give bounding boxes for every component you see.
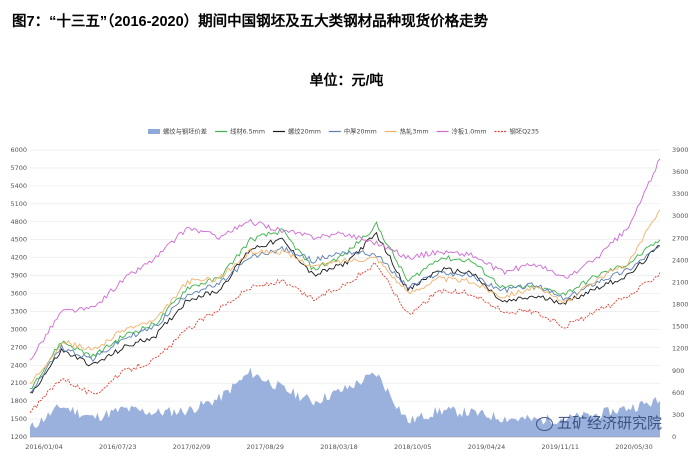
- series-line-2: [29, 231, 660, 394]
- watermark-text: 五矿经济研究院: [557, 415, 663, 432]
- right-tick-label-5: 1500: [672, 323, 689, 331]
- unit-label: 单位：元/吨: [309, 72, 384, 88]
- series-line-6: [29, 261, 661, 413]
- right-tick-label-2: 600: [672, 389, 684, 397]
- left-tick-label-12: 4800: [10, 218, 27, 226]
- gridlines: [30, 149, 660, 438]
- right-tick-label-9: 2700: [672, 234, 689, 242]
- left-tick-label-6: 3000: [10, 325, 27, 333]
- right-tick-label-7: 2100: [672, 278, 689, 286]
- legend-item-1: 线材6.5mm: [215, 127, 265, 136]
- left-axis: 1200 1500 1800 2100 2400 2700 3000 3300 3600 3900…: [10, 146, 27, 441]
- chart-title: 图7：“十三五”（2016-2020）期间中国钢坯及五大类钢材品种现货价格走势: [12, 14, 489, 30]
- legend-label-4: 热轧3mm: [400, 127, 429, 136]
- left-tick-label-3: 2100: [10, 379, 27, 387]
- legend: 螺纹与钢坯价差 线材6.5mm 螺纹20mm 中厚20mm 热轧3mm 冷板1.0mm 钢坯…: [148, 127, 539, 136]
- x-tick-label-6: 2019/04/24: [468, 443, 505, 451]
- series-line-3: [29, 245, 661, 394]
- right-axis: 0 300 600 900 1200 1500 1800 2100 2400 2700 3000 33…: [672, 146, 689, 441]
- left-tick-label-5: 2700: [10, 343, 27, 351]
- series-lines-layer: [29, 158, 661, 413]
- right-tick-label-13: 3900: [672, 146, 689, 154]
- legend-item-2: 螺纹20mm: [272, 127, 321, 136]
- left-tick-label-4: 2400: [10, 361, 27, 369]
- x-tick-label-5: 2018/10/05: [394, 443, 431, 451]
- legend-label-0: 螺纹与钢坯价差: [163, 127, 207, 136]
- series-line-4: [29, 209, 661, 385]
- left-tick-label-9: 3900: [10, 272, 27, 280]
- left-tick-label-15: 5700: [10, 164, 27, 172]
- x-tick-label-1: 2016/07/23: [99, 443, 136, 451]
- left-tick-label-11: 4500: [10, 236, 27, 244]
- watermark: 五矿经济研究院: [536, 412, 662, 433]
- legend-item-4: 热轧3mm: [384, 127, 429, 136]
- legend-item-5: 冷板1.0mm: [436, 127, 487, 136]
- wechat-icon: [536, 417, 553, 432]
- series-line-1: [29, 221, 661, 390]
- x-tick-label-3: 2017/08/29: [247, 443, 284, 451]
- left-tick-label-13: 5100: [10, 200, 27, 208]
- x-tick-label-7: 2019/11/11: [542, 443, 579, 451]
- left-tick-label-14: 5400: [10, 182, 27, 190]
- right-tick-label-11: 3300: [672, 190, 689, 198]
- left-tick-label-1: 1500: [10, 415, 27, 423]
- right-tick-label-3: 900: [672, 367, 684, 375]
- x-axis: 2016/01/04 2016/07/23 2017/02/09 2017/08/29…: [25, 436, 660, 451]
- legend-item-3: 中厚20mm: [328, 127, 377, 136]
- right-tick-label-10: 3000: [672, 212, 689, 220]
- right-tick-label-8: 2400: [672, 256, 689, 264]
- left-tick-label-8: 3600: [10, 290, 27, 298]
- series-area-0: [30, 367, 660, 437]
- legend-label-3: 中厚20mm: [344, 127, 377, 136]
- left-tick-label-16: 6000: [10, 146, 27, 154]
- legend-label-1: 线材6.5mm: [230, 127, 265, 136]
- right-tick-label-1: 300: [672, 411, 684, 419]
- right-tick-label-4: 1200: [672, 345, 689, 353]
- left-tick-label-0: 1200: [10, 433, 27, 441]
- legend-label-2: 螺纹20mm: [288, 127, 321, 136]
- left-tick-label-2: 1800: [10, 397, 27, 405]
- legend-item-6: 钢坯Q235: [494, 128, 539, 136]
- series-line-5: [29, 158, 661, 361]
- left-tick-label-10: 4200: [10, 254, 27, 262]
- x-tick-label-2: 2017/02/09: [173, 443, 210, 451]
- right-tick-label-6: 1800: [672, 301, 689, 309]
- x-tick-label-8: 2020/05/30: [615, 443, 652, 451]
- x-tick-label-0: 2016/01/04: [25, 443, 62, 451]
- right-tick-label-12: 3600: [672, 168, 689, 176]
- legend-swatch-0: [148, 129, 160, 134]
- left-tick-label-7: 3300: [10, 307, 27, 315]
- legend-item-0: 螺纹与钢坯价差: [148, 127, 207, 136]
- right-tick-label-0: 0: [672, 433, 676, 441]
- x-tick-label-4: 2018/03/18: [320, 443, 357, 451]
- legend-label-5: 冷板1.0mm: [452, 127, 487, 136]
- legend-label-6: 钢坯Q235: [509, 128, 539, 136]
- spread-area-layer: [30, 367, 660, 437]
